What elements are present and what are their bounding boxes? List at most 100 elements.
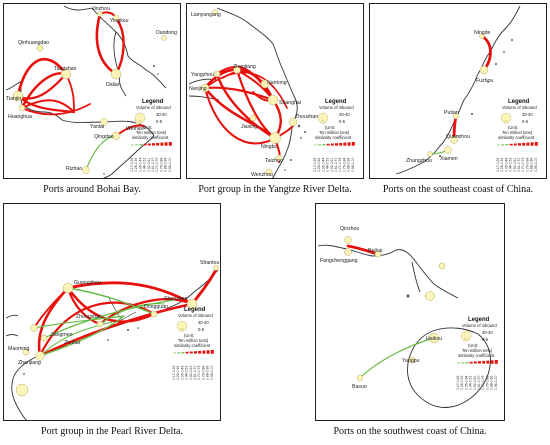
bohai-islands — [103, 65, 159, 175]
port-label: Shenzhen — [164, 296, 187, 302]
legend-class-label: 0.52-0.61 — [330, 158, 334, 172]
flow-line — [16, 72, 68, 100]
legend-class-label: 0.35-0.44 — [504, 158, 508, 172]
port-marker-nantong — [260, 79, 270, 89]
port-marker-zhoushan — [288, 117, 298, 127]
port-label: Yingkou — [110, 18, 129, 24]
bohai-map: Jinzhou Yingkou Dandong Qinhuangdao Tang… — [5, 5, 177, 178]
legend-class-label: 0.26-0.35 — [460, 376, 464, 390]
legend-class-swatch — [147, 143, 151, 146]
port-label: Tianjin — [6, 96, 21, 102]
port-marker-dalian — [110, 68, 122, 80]
legend-class-swatch — [343, 142, 347, 146]
port-label: Dandong — [156, 30, 177, 36]
legend-unit-2: Ten million tons) — [319, 130, 350, 135]
legend-class-swatch — [465, 362, 469, 364]
port-marker-wenzhou — [265, 168, 273, 176]
legend-class-label: 0.26-0.35 — [500, 158, 504, 172]
legend-class-swatch — [173, 352, 176, 354]
legend-class-label: 0.44-0.52 — [469, 376, 473, 390]
legend-class-swatch — [494, 360, 498, 364]
legend-unit: (Unit: — [142, 125, 152, 130]
legend-class-label: 0.79-0.88 — [342, 158, 346, 172]
legend-class-label: 0.61-0.70 — [334, 158, 338, 172]
legend-class-label: 0.61-0.70 — [151, 158, 155, 172]
legend-class-swatch — [469, 361, 473, 364]
port-marker-putian — [452, 112, 460, 120]
southeast-map: Ningde Fuzhou Putian Quanzhou Zhangzhou … — [395, 5, 538, 175]
legend-class-label: 0.26-0.35 — [317, 158, 321, 172]
yangtze-islands — [284, 124, 306, 171]
port-marker-unlabeled — [425, 291, 435, 301]
legend-volume-label: Volume of inbound — [462, 323, 497, 328]
legend-title: Legend — [468, 317, 490, 323]
legend: Legend Volume of inbound 30-40 0-5 (Unit… — [130, 99, 172, 172]
legend: Legend Volume of inbound 30-40 0-5 (Unit… — [456, 317, 498, 390]
legend-class-swatch — [314, 144, 317, 146]
legend-class-label: 0.61-0.70 — [477, 376, 481, 390]
legend-class-label: 0.79-0.88 — [525, 158, 529, 172]
legend: Legend Volume of inbound 30-40 0-5 (Unit… — [172, 307, 214, 380]
legend-class-label: 0.61-0.70 — [193, 366, 197, 380]
flow-line — [215, 65, 275, 102]
port-label: Maoming — [8, 346, 29, 352]
port-marker-tianjin — [12, 90, 24, 102]
legend-class-label: 0.26-0.35 — [134, 158, 138, 172]
legend-class-label: 0.96-1.00 — [168, 158, 172, 172]
map-panel-bohai: Jinzhou Yingkou Dandong Qinhuangdao Tang… — [3, 3, 181, 179]
legend-class-label: 0.70-0.79 — [155, 158, 159, 172]
yangtze-port-labels: Lianyungang Nanjing Zhenjiang Yangzhou N… — [189, 12, 318, 178]
legend-class-swatch — [505, 144, 509, 146]
hainan-island — [407, 327, 491, 408]
legend-class-label: 0.17-0.26 — [456, 376, 460, 390]
legend-unit: (Unit: — [468, 343, 478, 348]
port-marker-haikou — [428, 332, 440, 344]
flow-line — [66, 286, 156, 323]
port-marker-shantou — [213, 265, 219, 271]
legend-range-high: 30-40 — [198, 320, 209, 325]
legend-class-label: 0.96-1.00 — [351, 158, 355, 172]
flow-line — [16, 58, 68, 98]
legend-class-label: 0.70-0.79 — [481, 376, 485, 390]
port-label: Zhongshan — [76, 314, 102, 320]
southwest-ports — [344, 236, 446, 382]
legend-class-swatch — [457, 362, 460, 364]
port-marker-shanghai — [267, 94, 279, 106]
legend-class-swatch — [509, 143, 513, 146]
legend-class-label: 0.26-0.35 — [176, 366, 180, 380]
legend-class-label: 0.44-0.52 — [185, 366, 189, 380]
map-panel-pearl: Shantou Guangzhou Dongguan Shenzhen Zhon… — [3, 203, 221, 421]
legend-class-label: 0.79-0.88 — [159, 158, 163, 172]
legend-class-swatch — [522, 142, 526, 146]
port-label: Yangzhou — [191, 72, 214, 78]
port-label: Basuo — [352, 384, 367, 390]
legend-class-label: 0.35-0.44 — [464, 376, 468, 390]
southeast-ports — [427, 33, 489, 157]
port-marker-ningde — [479, 33, 485, 39]
port-label: Jiangmen — [50, 332, 73, 338]
flow-line — [38, 301, 156, 358]
legend-class-swatch — [139, 144, 143, 146]
legend-class-swatch — [206, 350, 210, 354]
legend-title: Legend — [142, 99, 164, 105]
legend-class-swatch — [530, 142, 534, 146]
flow-line — [39, 321, 113, 357]
port-marker-dandong — [161, 35, 167, 41]
legend-class-label: 0.35-0.44 — [180, 366, 184, 380]
bohai-ports — [12, 11, 167, 174]
legend-class-swatch — [351, 142, 355, 146]
port-label: Qingdao — [94, 134, 114, 140]
legend-unit-2: Ten million tons) — [136, 130, 167, 135]
flow-line — [33, 315, 125, 329]
legend-class-label: 0.79-0.88 — [485, 376, 489, 390]
port-marker-guangzhou — [62, 282, 74, 294]
legend-title: Legend — [184, 307, 206, 313]
flow-line — [38, 302, 194, 358]
legend-class-swatch — [518, 143, 521, 146]
port-label: Guangzhou — [74, 280, 101, 286]
legend-class-swatch — [152, 143, 155, 146]
flow-line — [43, 299, 175, 339]
legend-class-label: 0.44-0.52 — [143, 158, 147, 172]
port-marker-dongguan — [150, 310, 158, 318]
legend-class-swatch — [330, 143, 334, 146]
